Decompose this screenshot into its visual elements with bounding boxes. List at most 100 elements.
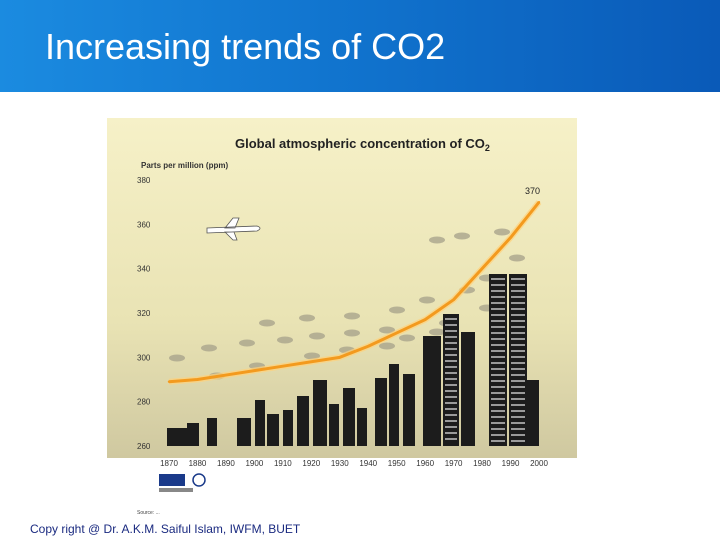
data-point-1980	[480, 267, 484, 270]
building-8	[313, 380, 327, 446]
building-windows-1-268	[511, 386, 525, 388]
annotation-370: 370	[525, 186, 540, 196]
building-windows-1-184	[511, 302, 525, 304]
co2-curve-line	[168, 201, 541, 384]
building-windows-1-190	[511, 308, 525, 310]
building-windows-2-218	[445, 336, 457, 338]
building-windows-1-298	[511, 416, 525, 418]
chart-figure: Global atmospheric concentration of CO2 P…	[107, 118, 577, 518]
x-tick-label-1930: 1930	[331, 459, 349, 468]
building-windows-1-322	[511, 440, 525, 442]
building-windows-1-304	[511, 422, 525, 424]
building-15	[423, 336, 441, 446]
building-windows-2-302	[445, 420, 457, 422]
building-14	[403, 374, 415, 446]
logo-caption-bar	[159, 488, 193, 492]
building-windows-2-200	[445, 318, 457, 320]
building-3	[237, 418, 251, 446]
y-tick-label-340: 340	[137, 265, 151, 274]
cloud-2	[239, 339, 255, 347]
building-windows-0-166	[491, 284, 505, 286]
source-note: Source: ...	[137, 510, 160, 516]
copyright-footer: Copy right @ Dr. A.K.M. Saiful Islam, IW…	[30, 522, 301, 536]
airplane-icon	[206, 217, 261, 241]
building-windows-1-316	[511, 434, 525, 436]
building-windows-0-292	[491, 410, 505, 412]
building-windows-0-256	[491, 374, 505, 376]
building-windows-0-280	[491, 398, 505, 400]
building-windows-0-244	[491, 362, 505, 364]
building-windows-2-260	[445, 378, 457, 380]
cloud-3	[277, 336, 293, 344]
building-17	[461, 332, 475, 446]
building-windows-0-220	[491, 338, 505, 340]
x-tick-label-1870: 1870	[160, 459, 178, 468]
building-windows-0-202	[491, 320, 505, 322]
building-windows-0-238	[491, 356, 505, 358]
cloud-24	[429, 236, 445, 244]
building-windows-2-320	[445, 438, 457, 440]
building-windows-1-232	[511, 350, 525, 352]
building-windows-0-286	[491, 404, 505, 406]
building-windows-1-166	[511, 284, 525, 286]
building-windows-2-266	[445, 384, 457, 386]
building-windows-0-274	[491, 392, 505, 394]
data-point-1930	[338, 356, 341, 359]
data-point-1900	[253, 369, 256, 372]
building-windows-1-172	[511, 290, 525, 292]
data-point-1960	[423, 318, 427, 321]
building-windows-0-184	[491, 302, 505, 304]
x-tick-label-1880: 1880	[189, 459, 207, 468]
building-windows-1-310	[511, 428, 525, 430]
cloud-25	[454, 232, 470, 240]
building-windows-0-172	[491, 290, 505, 292]
building-windows-0-208	[491, 326, 505, 328]
data-point-1920	[310, 360, 313, 363]
building-windows-2-254	[445, 372, 457, 374]
x-tick-label-1920: 1920	[302, 459, 320, 468]
x-tick-label-1960: 1960	[416, 459, 434, 468]
building-1	[187, 423, 199, 446]
cloud-11	[379, 342, 395, 350]
building-windows-1-256	[511, 374, 525, 376]
building-windows-0-190	[491, 308, 505, 310]
x-tick-label-1990: 1990	[502, 459, 520, 468]
x-tick-label-1900: 1900	[245, 459, 263, 468]
building-windows-1-178	[511, 296, 525, 298]
building-windows-1-286	[511, 404, 525, 406]
y-tick-label-380: 380	[137, 176, 151, 185]
cloud-1	[201, 344, 217, 352]
x-tick-label-1970: 1970	[445, 459, 463, 468]
cloud-20	[509, 254, 525, 262]
building-windows-1-208	[511, 326, 525, 328]
building-windows-1-262	[511, 380, 525, 382]
y-tick-label-260: 260	[137, 442, 151, 451]
building-windows-2-206	[445, 324, 457, 326]
building-10	[343, 388, 355, 446]
building-windows-2-308	[445, 426, 457, 428]
y-axis-label: Parts per million (ppm)	[141, 161, 228, 170]
building-windows-0-304	[491, 422, 505, 424]
slide-header: Increasing trends of CO2	[0, 0, 720, 92]
building-windows-0-268	[491, 386, 505, 388]
building-windows-2-272	[445, 390, 457, 392]
building-windows-0-196	[491, 314, 505, 316]
building-windows-2-224	[445, 342, 457, 344]
building-windows-1-214	[511, 332, 525, 334]
building-windows-1-226	[511, 344, 525, 346]
data-point-1890	[224, 373, 228, 377]
building-windows-0-214	[491, 332, 505, 334]
logo-unep	[159, 474, 185, 486]
building-20	[527, 380, 539, 446]
building-windows-2-242	[445, 360, 457, 362]
cloud-0	[169, 354, 185, 362]
building-windows-1-274	[511, 392, 525, 394]
building-windows-0-262	[491, 380, 505, 382]
y-tick-label-360: 360	[137, 220, 151, 229]
building-windows-1-220	[511, 338, 525, 340]
cloud-13	[259, 319, 275, 327]
building-2	[207, 418, 217, 446]
data-point-1950	[395, 331, 398, 335]
building-11	[357, 408, 367, 446]
building-windows-0-226	[491, 344, 505, 346]
